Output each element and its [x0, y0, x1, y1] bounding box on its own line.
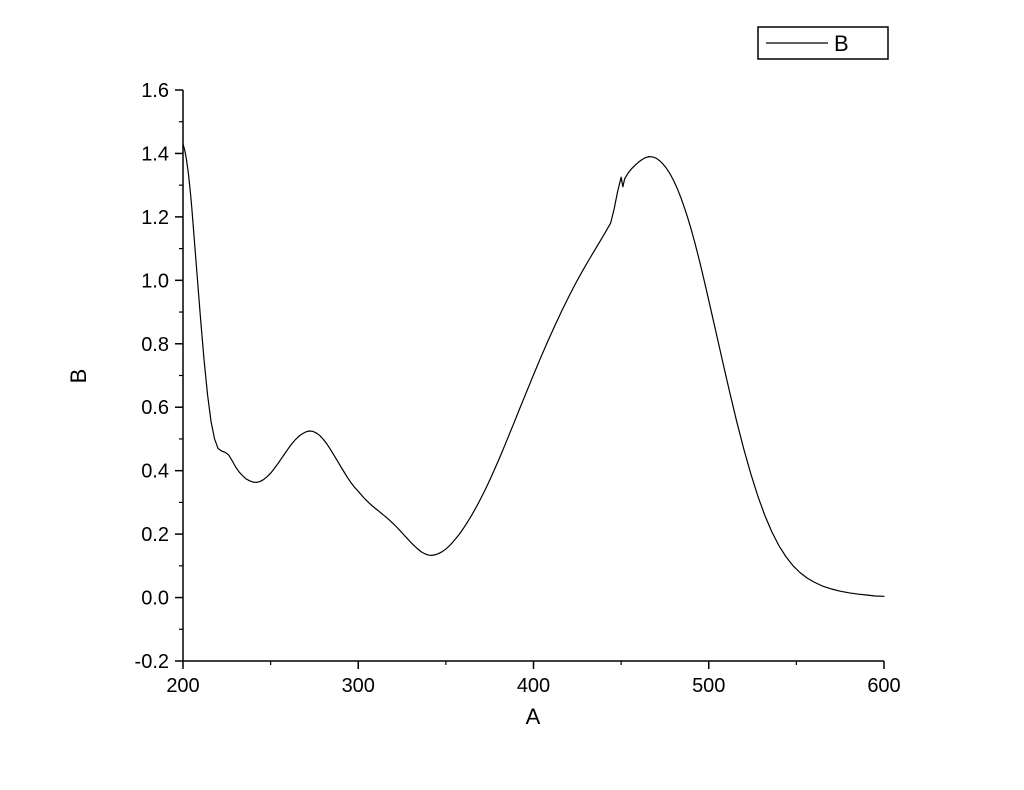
y-tick-label: 0.4: [141, 461, 169, 483]
y-tick-label: 0.0: [141, 588, 169, 610]
x-tick-label: 300: [342, 675, 375, 697]
x-tick-label: 600: [867, 675, 900, 697]
y-tick-label: 0.6: [141, 397, 169, 419]
y-tick-label: 1.4: [141, 143, 169, 165]
y-tick-label: -0.2: [135, 651, 169, 673]
y-tick-label: 0.8: [141, 334, 169, 356]
legend: B: [757, 26, 889, 60]
y-axis-label: B: [66, 369, 91, 384]
legend-entry-label: B: [834, 31, 849, 56]
x-tick-label: 500: [692, 675, 725, 697]
series-b-curve: [182, 143, 885, 597]
x-tick-label: 200: [166, 675, 199, 697]
y-tick-label: 0.2: [141, 524, 169, 546]
y-tick-label: 1.2: [141, 207, 169, 229]
x-tick-label: 400: [517, 675, 550, 697]
y-tick-label: 1.6: [141, 80, 169, 102]
y-tick-label: 1.0: [141, 270, 169, 292]
plot-area: 200 300 400 500 600 -0.2 0.0 0.2 0.4 0.6 0.8 1.0 1.2…: [135, 80, 901, 697]
x-axis-label: A: [526, 704, 541, 729]
